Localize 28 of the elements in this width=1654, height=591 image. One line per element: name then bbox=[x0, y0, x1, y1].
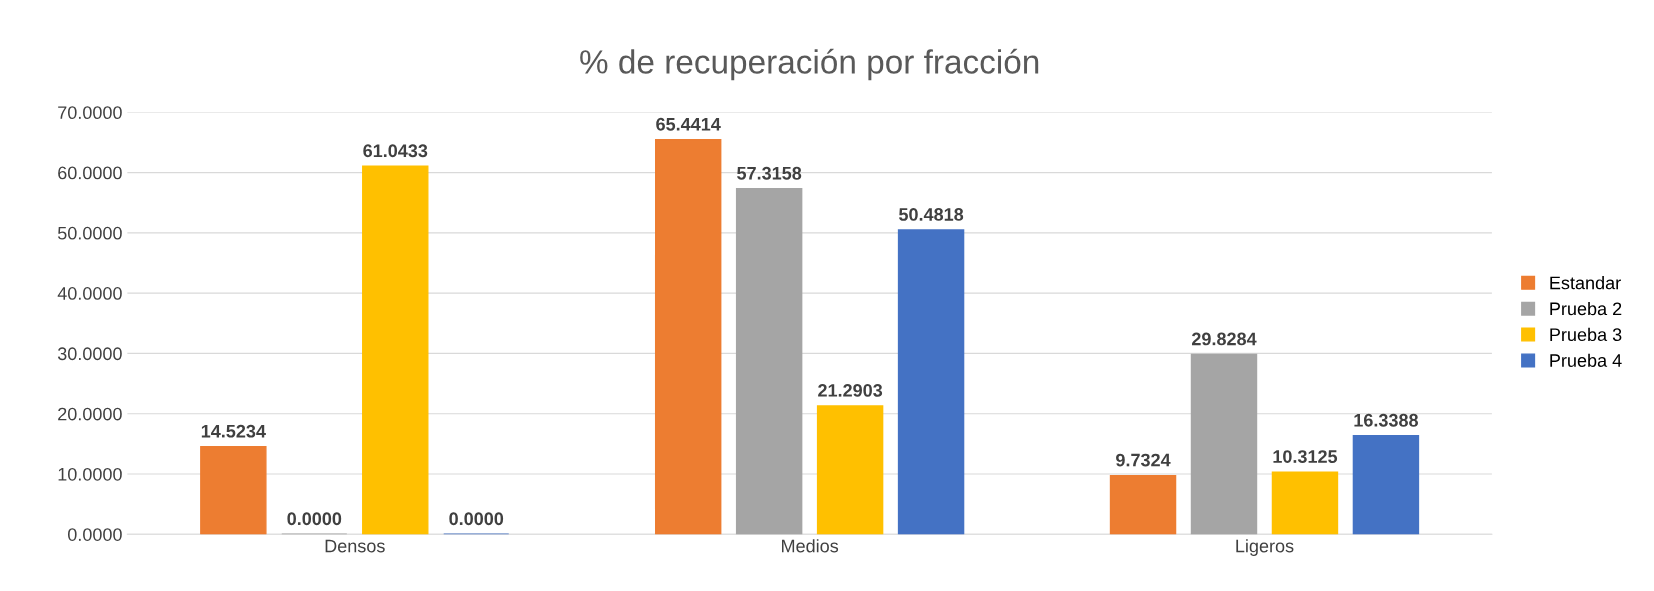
legend-label: Prueba 2 bbox=[1550, 301, 1622, 316]
data-label: 16.3388 bbox=[1354, 413, 1419, 427]
data-label: 21.2903 bbox=[818, 384, 883, 397]
x-tick-label: Densos bbox=[325, 539, 385, 553]
data-label: 61.0433 bbox=[363, 144, 428, 158]
data-label: 29.8284 bbox=[1192, 332, 1257, 346]
x-tick-label: Medios bbox=[782, 539, 839, 553]
data-label: 0.0000 bbox=[287, 512, 342, 526]
data-label: 14.5234 bbox=[201, 424, 266, 438]
y-tick-label: 50.0000 bbox=[57, 226, 122, 240]
data-label: 50.4818 bbox=[899, 208, 964, 221]
data-label: 0.0000 bbox=[449, 512, 504, 526]
chart-title: % de recuperación por fracción bbox=[580, 48, 1039, 81]
data-label: 9.7324 bbox=[1116, 453, 1171, 467]
y-tick-label: 30.0000 bbox=[57, 347, 122, 361]
y-tick-label: 20.0000 bbox=[58, 407, 122, 421]
y-tick-label: 0.0000 bbox=[67, 528, 122, 541]
data-label: 65.4414 bbox=[656, 117, 721, 131]
legend-label: Prueba 3 bbox=[1550, 327, 1622, 342]
y-tick-label: 60.0000 bbox=[58, 166, 122, 180]
legend-label: Estandar bbox=[1550, 276, 1621, 290]
y-tick-label: 10.0000 bbox=[58, 467, 122, 481]
y-tick-label: 70.0000 bbox=[58, 106, 122, 120]
data-label: 10.3125 bbox=[1273, 450, 1338, 463]
x-tick-label: Ligeros bbox=[1236, 539, 1294, 556]
data-label: 57.3158 bbox=[737, 166, 802, 180]
legend-label: Prueba 4 bbox=[1550, 353, 1622, 367]
y-tick-label: 40.0000 bbox=[57, 287, 122, 300]
